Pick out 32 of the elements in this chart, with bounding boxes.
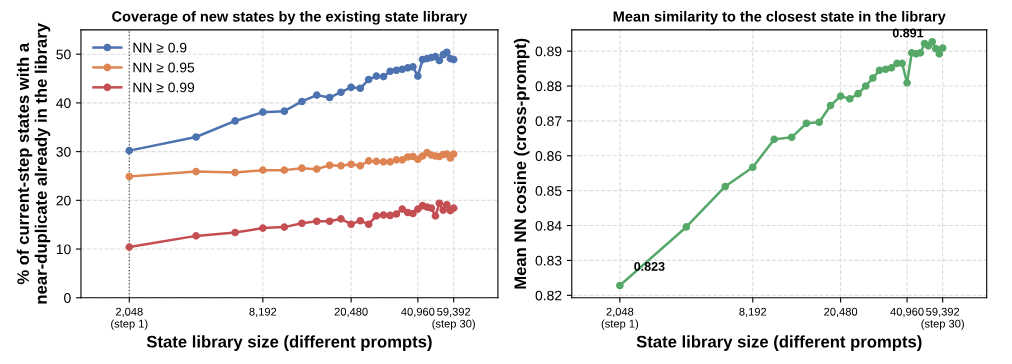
x-tick-label: 8,192 [249,307,277,317]
y-tick-label: 20 [56,195,71,206]
y-tick-label: 40 [56,98,71,109]
x-tick-label: 2,048 (step 1) [111,307,148,330]
y-tick-label: 0.86 [535,151,562,161]
x-tick-label: 40,960 [401,307,435,317]
chart-title: Mean similarity to the closest state in the library [613,10,946,25]
y-tick-label: 0.83 [535,255,562,266]
legend-label: NN ≥ 0.99 [133,82,195,93]
y-tick-label: 0.85 [535,185,562,196]
annotation: 0.891 [892,28,924,38]
x-tick-label: 20,480 [824,307,858,317]
legend-label: NN ≥ 0.95 [133,62,195,73]
x-axis-title: State library size (different prompts) [636,335,922,351]
y-axis-title: % of current-step states with a near-duplicate already in the library [16,23,51,304]
y-tick-label: 0.87 [535,116,562,127]
chart-title: Coverage of new states by the existing state library [112,10,468,25]
y-tick-label: 0.82 [535,290,562,301]
y-tick-label: 0 [64,293,71,303]
y-tick-label: 0.88 [535,81,562,92]
x-axis-title: State library size (different prompts) [146,335,432,351]
legend-label: NN ≥ 0.9 [133,42,187,53]
y-tick-label: 0.89 [535,46,562,57]
y-tick-label: 30 [56,146,71,157]
y-tick-label: 50 [56,49,71,60]
x-tick-label: 8,192 [739,307,767,317]
y-tick-label: 0.84 [535,220,562,231]
x-tick-label: 40,960 [890,307,924,317]
x-tick-label: 2,048 (step 1) [601,307,639,330]
y-axis-title: Mean NN cosine (cross-prompt) [513,38,530,289]
y-tick-label: 10 [56,244,71,255]
x-tick-label: 20,480 [334,307,368,317]
